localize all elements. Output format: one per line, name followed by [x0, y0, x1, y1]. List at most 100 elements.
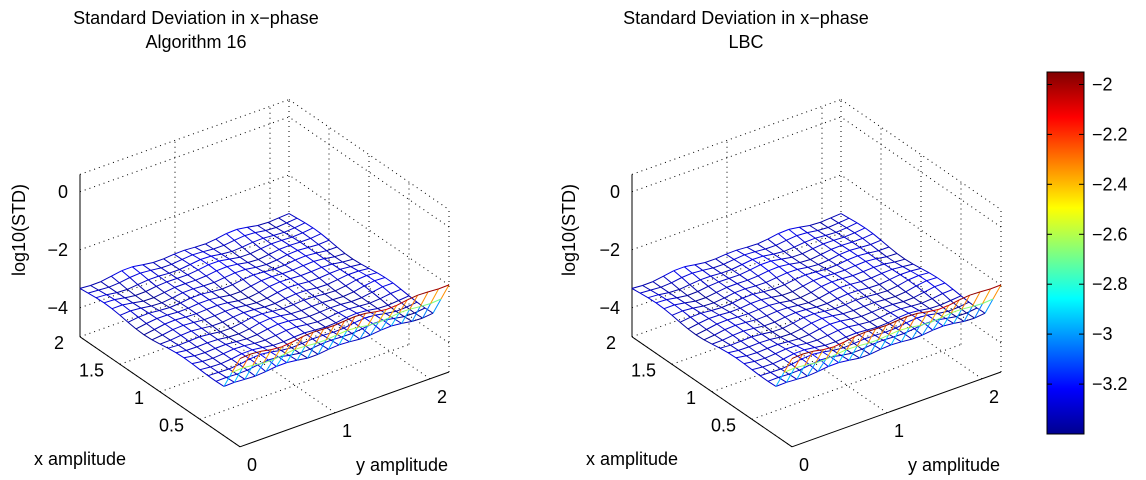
- mesh-line: [438, 284, 450, 290]
- mesh-line: [780, 333, 791, 338]
- mesh-line: [318, 272, 330, 279]
- mesh-line: [921, 298, 933, 304]
- mesh-line: [270, 351, 279, 358]
- mesh-line: [247, 262, 257, 268]
- mesh-line: [199, 333, 210, 338]
- mesh-line: [223, 372, 233, 387]
- mesh-line: [900, 327, 910, 343]
- mesh-line: [804, 362, 816, 366]
- mesh-line: [306, 287, 317, 291]
- mesh-line: [271, 239, 282, 245]
- mesh-line: [376, 272, 386, 278]
- mesh-line: [751, 366, 763, 371]
- mesh-line: [359, 325, 369, 340]
- mesh-line: [745, 319, 757, 323]
- mesh-line: [798, 338, 807, 344]
- mesh-line: [836, 349, 847, 355]
- mesh-line: [390, 293, 399, 301]
- mesh-line: [950, 299, 960, 314]
- mesh-line: [265, 366, 277, 373]
- mesh-line: [768, 266, 780, 272]
- mesh-line: [262, 349, 272, 364]
- colorbar-tick-label: −2.8: [1092, 274, 1128, 294]
- mesh-line: [185, 316, 195, 323]
- mesh-line: [369, 298, 381, 304]
- mesh-line: [780, 336, 789, 343]
- mesh-line: [642, 285, 651, 291]
- mesh-line: [309, 343, 321, 350]
- mesh-line: [743, 360, 755, 365]
- mesh-line: [834, 304, 846, 310]
- mesh-line: [319, 311, 329, 319]
- mesh-line: [875, 325, 887, 330]
- mesh-line: [131, 266, 141, 274]
- mesh-line: [728, 277, 738, 285]
- mesh-line: [164, 291, 173, 299]
- mesh-line: [138, 316, 147, 324]
- mesh-line: [363, 285, 373, 293]
- mesh-line: [671, 277, 683, 284]
- mesh-line: [961, 294, 971, 310]
- mesh-line: [332, 299, 342, 305]
- mesh-line: [300, 271, 312, 277]
- mesh-line: [398, 295, 410, 301]
- mesh-line: [831, 281, 841, 288]
- mesh-line: [365, 311, 376, 314]
- mesh-line: [342, 291, 354, 297]
- mesh-line: [332, 261, 343, 265]
- mesh-line: [308, 277, 320, 283]
- mesh-line: [869, 339, 879, 355]
- mesh-line: [732, 334, 742, 342]
- mesh-line: [212, 321, 223, 327]
- colorbar-tick-label: −2.2: [1092, 124, 1128, 144]
- mesh-line: [751, 333, 762, 338]
- mesh-line: [668, 288, 680, 294]
- mesh-line: [766, 315, 776, 323]
- mesh-line: [212, 325, 221, 333]
- mesh-line: [809, 225, 818, 231]
- mesh-line: [856, 332, 865, 340]
- mesh-line: [631, 287, 641, 294]
- mesh-line: [241, 349, 253, 355]
- grid-line: [288, 99, 450, 211]
- mesh-line: [782, 322, 794, 329]
- mesh-line: [231, 246, 243, 252]
- mesh-line: [294, 222, 306, 229]
- mesh-line: [181, 258, 191, 265]
- mesh-line: [247, 225, 258, 228]
- mesh-line: [225, 341, 237, 345]
- mesh-line: [324, 293, 334, 301]
- mesh-line: [829, 320, 841, 325]
- mesh-line: [200, 293, 210, 301]
- mesh-line: [181, 254, 193, 260]
- mesh-line: [247, 259, 259, 263]
- mesh-line: [219, 296, 228, 304]
- mesh-line: [162, 334, 171, 341]
- mesh-line: [748, 346, 758, 354]
- mesh-line: [794, 279, 804, 287]
- plot-subtitle: LBC: [728, 32, 763, 52]
- mesh-line: [222, 321, 232, 329]
- mesh-line: [855, 299, 865, 307]
- mesh-line: [277, 287, 289, 293]
- mesh-line: [159, 339, 171, 345]
- mesh-line: [788, 338, 799, 343]
- mesh-line: [377, 304, 389, 309]
- mesh-line: [890, 308, 901, 314]
- mesh-line: [899, 270, 911, 276]
- mesh-line: [324, 290, 336, 295]
- mesh-line: [171, 263, 180, 270]
- mesh-line: [892, 301, 904, 305]
- z-axis-label: log10(STD): [9, 184, 29, 276]
- mesh-line: [203, 285, 212, 293]
- mesh-line: [969, 291, 981, 296]
- mesh-line: [767, 380, 777, 387]
- mesh-line: [175, 316, 186, 321]
- mesh-line: [727, 352, 737, 359]
- mesh-line: [859, 343, 869, 359]
- mesh-line: [878, 246, 890, 252]
- mesh-line: [877, 325, 887, 341]
- mesh-line: [129, 277, 139, 285]
- mesh-line: [837, 293, 849, 299]
- mesh-line: [631, 285, 643, 289]
